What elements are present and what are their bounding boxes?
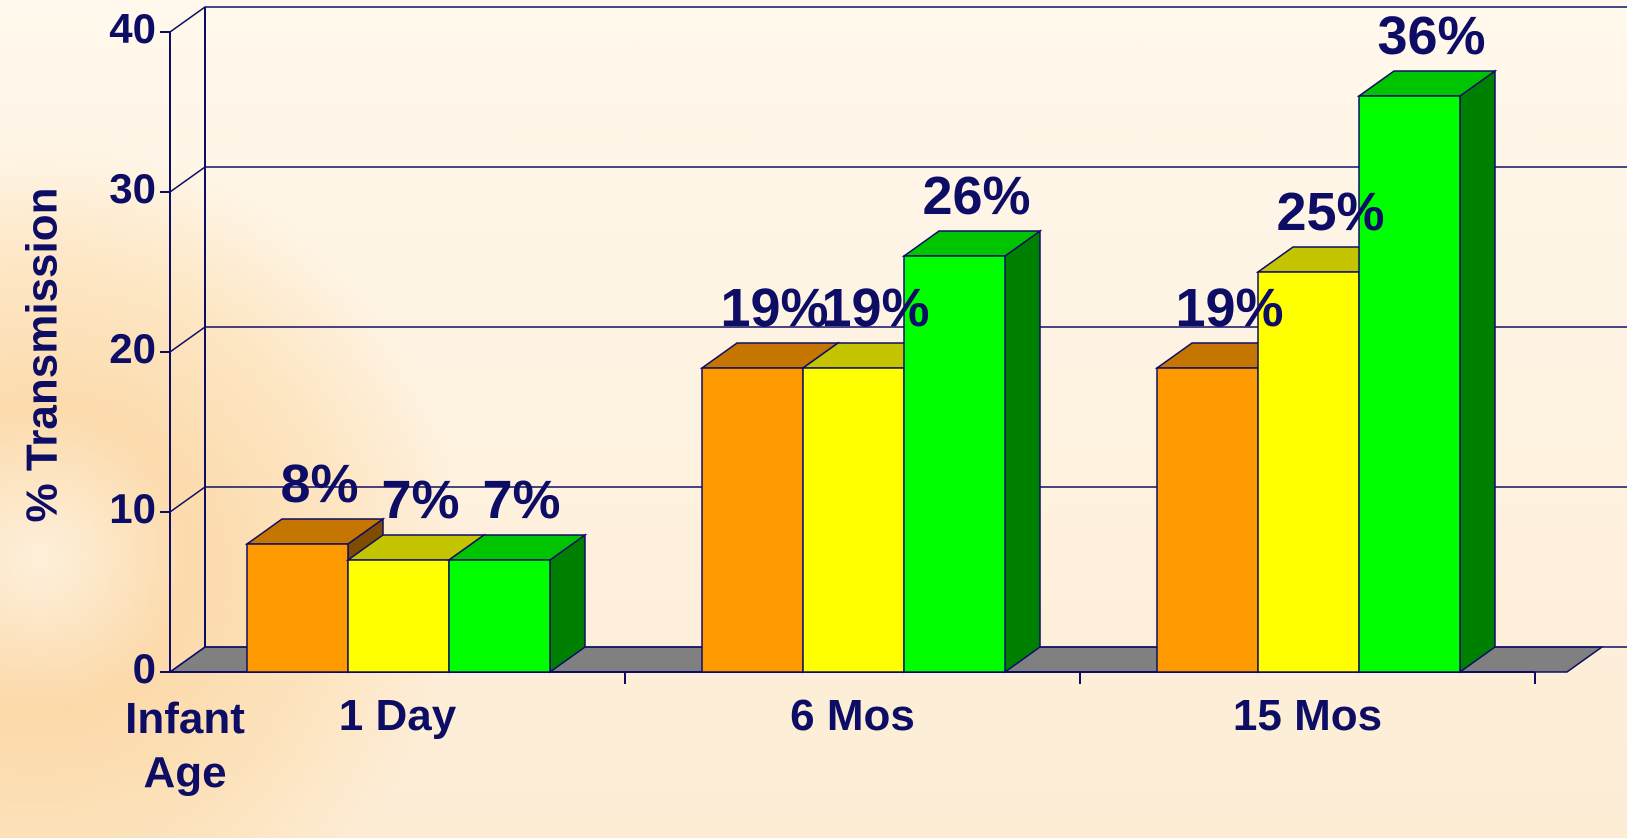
x-tick-label: 6 Mos [790,691,915,740]
grid-line [169,646,1627,673]
value-label: 19% [821,278,929,338]
bar-front [802,367,905,673]
value-label: 36% [1377,6,1485,66]
bar [446,533,588,674]
value-label: 19% [1175,278,1283,338]
value-label: 19% [720,278,828,338]
bar-front [1257,271,1360,673]
bar-front [246,543,349,673]
bar [901,229,1043,674]
bar [1356,69,1498,674]
x-tick-label: 1 Day [339,691,457,740]
x-axis-label: Infant Age [125,694,245,797]
value-label: 7% [381,470,459,530]
value-label: 8% [280,454,358,514]
bar-front [903,255,1006,673]
y-axis-label: % Transmission [18,187,67,522]
bar-front [1156,367,1259,673]
x-tick-label: 15 Mos [1233,691,1382,740]
grid-line [169,326,1627,353]
grid-line [169,6,1627,33]
bar-side [1459,69,1496,674]
y-tick-label: 30 [109,165,156,212]
bar-front [1358,95,1461,673]
y-tick-label: 10 [109,485,156,532]
bar-front [347,559,450,673]
bar-front [701,367,804,673]
value-label: 25% [1276,182,1384,242]
y-tick-label: 0 [133,645,156,692]
grid-line [169,166,1627,193]
value-label: 26% [922,166,1030,226]
bar-front [448,559,551,673]
y-tick-label: 40 [109,5,156,52]
bar-side [1004,229,1041,674]
value-label: 7% [482,470,560,530]
y-tick-label: 20 [109,325,156,372]
grid-line [169,486,1627,513]
